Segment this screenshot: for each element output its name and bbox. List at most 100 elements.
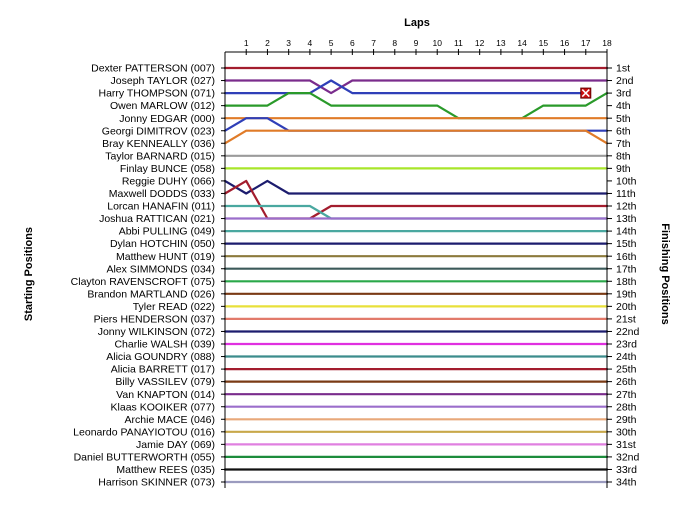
finish-label-4: 4th [616,100,631,112]
start-label-lorcan-hanafin-011: Lorcan HANAFIN (011) [107,201,215,213]
lap-tick-label: 16 [560,38,570,48]
lap-tick-label: 13 [496,38,506,48]
start-label-van-knapton-014: Van KNAPTON (014) [116,389,215,401]
finish-label-3: 3rd [616,88,631,100]
finish-label-18: 18th [616,276,637,288]
start-label-joseph-taylor-027: Joseph TAYLOR (027) [111,75,215,87]
finish-label-34: 34th [616,477,637,489]
finish-label-22: 22nd [616,326,640,338]
finish-label-27: 27th [616,389,637,401]
y-axis-title-left: Starting Positions [23,227,35,321]
finish-label-11: 11th [616,188,636,200]
axes: 1 2 3 4 5 6 7 8 9 10 11 12 13 14 15 16 17 18 [224,38,612,488]
lap-tick-label: 12 [475,38,485,48]
start-label-clayton-ravenscroft-075: Clayton RAVENSCROFT (075) [71,276,215,288]
finish-label-6: 6th [616,125,631,137]
start-label-tyler-read-022: Tyler READ (022) [133,301,215,313]
lap-tick-label: 18 [602,38,612,48]
start-label-daniel-butterworth-055: Daniel BUTTERWORTH (055) [74,452,215,464]
start-label-dylan-hotchin-050: Dylan HOTCHIN (050) [110,238,215,250]
start-label-finlay-bunce-058: Finlay BUNCE (058) [120,163,215,175]
retirement-marker-icon [580,87,592,99]
finish-label-9: 9th [616,163,631,175]
lap-tick-label: 6 [350,38,355,48]
finish-label-19: 19th [616,288,637,300]
lap-tick-label: 14 [517,38,527,48]
lap-tick-label: 9 [414,38,419,48]
start-label-taylor-barnard-015: Taylor BARNARD (015) [105,150,215,162]
lap-tick-label: 8 [392,38,397,48]
lap-tick-label: 3 [286,38,291,48]
finish-label-32: 32nd [616,452,640,464]
finish-label-13: 13th [616,213,637,225]
start-label-joshua-rattican-021: Joshua RATTICAN (021) [99,213,215,225]
start-label-archie-mace-046: Archie MACE (046) [125,414,215,426]
finish-label-21: 21st [616,314,636,326]
finish-label-30: 30th [616,426,637,438]
lap-tick-label: 15 [539,38,549,48]
finish-label-24: 24th [616,351,637,363]
start-label-harry-thompson-071: Harry THOMPSON (071) [99,88,216,100]
finish-label-31: 31st [616,439,636,451]
start-label-bray-kenneally-036: Bray KENNEALLY (036) [102,138,215,150]
x-axis-title: Laps [404,17,430,29]
start-label-jonny-edgar-000: Jonny EDGAR (000) [119,113,215,125]
finish-label-29: 29th [616,414,637,426]
finish-label-15: 15th [616,238,637,250]
start-label-matthew-hunt-019: Matthew HUNT (019) [116,251,215,263]
finish-label-28: 28th [616,401,637,413]
start-label-abbi-pulling-049: Abbi PULLING (049) [119,226,215,238]
series-line-bray-kenneally-036 [223,129,609,145]
finish-label-5: 5th [616,113,631,125]
finish-label-14: 14th [616,226,637,238]
series-line-owen-marlow-012 [223,91,609,120]
finish-label-7: 7th [616,138,631,150]
lap-tick-label: 10 [432,38,442,48]
series-line-joseph-taylor-027 [223,79,609,95]
finish-label-26: 26th [616,376,637,388]
start-label-matthew-rees-035: Matthew REES (035) [116,464,215,476]
y-axis-title-right: Finishing Positions [659,223,671,324]
finish-label-23: 23rd [616,339,637,351]
finish-label-20: 20th [616,301,637,313]
start-label-owen-marlow-012: Owen MARLOW (012) [110,100,215,112]
finish-label-2: 2nd [616,75,634,87]
finishing-position-labels: 1st2nd3rd4th5th6th7th8th9th10th11th12th1… [607,63,640,489]
start-label-jonny-wilkinson-072: Jonny WILKINSON (072) [98,326,215,338]
finish-label-25: 25th [616,364,637,376]
start-label-alicia-goundry-088: Alicia GOUNDRY (088) [106,351,215,363]
start-label-dexter-patterson-007: Dexter PATTERSON (007) [91,63,215,75]
series-line-reggie-duhy-066 [223,179,609,195]
start-label-alicia-barrett-017: Alicia BARRETT (017) [111,364,215,376]
start-label-harrison-skinner-073: Harrison SKINNER (073) [98,477,215,489]
lap-tick-label: 17 [581,38,591,48]
finish-label-16: 16th [616,251,637,263]
start-label-georgi-dimitrov-023: Georgi DIMITROV (023) [102,125,215,137]
start-label-alex-simmonds-034: Alex SIMMONDS (034) [106,263,215,275]
start-label-piers-henderson-037: Piers HENDERSON (037) [94,314,215,326]
start-label-brandon-martland-026: Brandon MARTLAND (026) [87,288,215,300]
finish-label-33: 33rd [616,464,637,476]
finish-label-17: 17th [616,263,637,275]
start-label-charlie-walsh-039: Charlie WALSH (039) [114,339,215,351]
start-label-maxwell-dodds-033: Maxwell DODDS (033) [109,188,215,200]
finish-label-12: 12th [616,201,637,213]
finish-label-1: 1st [616,63,630,75]
start-label-jamie-day-069: Jamie DAY (069) [136,439,215,451]
lap-tick-label: 1 [244,38,249,48]
lap-tick-label: 5 [329,38,334,48]
start-label-leonardo-panayiotou-016: Leonardo PANAYIOTOU (016) [73,426,215,438]
lap-tick-label: 2 [265,38,270,48]
series-lines [223,66,609,484]
lap-tick-label: 11 [454,38,463,48]
start-label-billy-vassilev-079: Billy VASSILEV (079) [115,376,215,388]
lap-tick-label: 7 [371,38,376,48]
series-line-harry-thompson-071 [223,79,587,95]
lap-tick-label: 4 [308,38,313,48]
start-label-reggie-duhy-066: Reggie DUHY (066) [122,176,215,188]
start-label-klaas-kooiker-077: Klaas KOOIKER (077) [111,401,215,413]
markers [580,87,592,99]
finish-label-8: 8th [616,150,631,162]
